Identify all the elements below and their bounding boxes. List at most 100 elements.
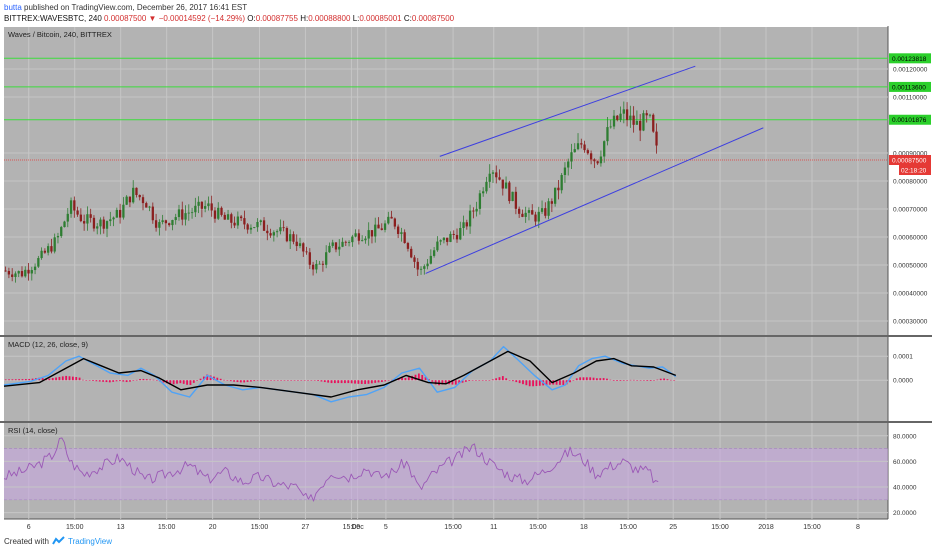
macd-histogram-bar <box>381 380 383 382</box>
candle-body <box>40 250 43 259</box>
macd-histogram-bar <box>239 380 242 383</box>
macd-histogram-bar <box>374 380 377 383</box>
candle-body <box>66 213 69 222</box>
candle-body <box>370 230 374 237</box>
macd-histogram-bar <box>428 379 430 381</box>
level-price-label: 0.00123818 <box>892 56 927 63</box>
candle-body <box>262 220 266 231</box>
candle-body <box>190 212 194 214</box>
macd-histogram-bar <box>18 379 21 381</box>
pane-left-margin <box>0 423 4 519</box>
price-axis-background <box>888 26 932 533</box>
candle-body <box>341 241 344 247</box>
time-tick-label: 15:00 <box>251 524 269 531</box>
candle-body <box>181 209 184 220</box>
candle-body <box>508 182 511 202</box>
macd-histogram-bar <box>344 380 346 384</box>
macd-histogram-bar <box>41 378 44 381</box>
macd-histogram-bar <box>518 380 521 384</box>
macd-histogram-bar <box>263 380 266 381</box>
macd-histogram-bar <box>162 380 165 383</box>
macd-histogram-bar <box>649 380 652 381</box>
candle-body <box>200 201 204 209</box>
macd-histogram-bar <box>364 380 367 385</box>
candle-body <box>145 203 148 208</box>
candle-body <box>446 237 449 242</box>
time-tick-label: 8 <box>856 524 860 531</box>
time-axis-background <box>0 519 932 533</box>
candle-body <box>580 143 583 145</box>
macd-histogram-bar <box>51 378 54 381</box>
candle-body <box>92 217 96 229</box>
candle-body <box>612 115 616 127</box>
candle-body <box>308 252 311 265</box>
candle-body <box>642 113 645 131</box>
author-name[interactable]: butta <box>4 3 22 12</box>
macd-histogram-bar <box>572 380 575 381</box>
macd-histogram-bar <box>585 377 588 381</box>
macd-signal-line <box>3 350 677 398</box>
macd-histogram-bar <box>75 377 78 381</box>
candle-body <box>135 187 138 196</box>
candle-body <box>557 187 560 191</box>
candle-body <box>292 234 295 242</box>
candle-body <box>305 251 308 253</box>
macd-histogram-bar <box>639 380 642 381</box>
candle-body <box>570 152 573 162</box>
candle-body <box>30 270 33 274</box>
candle-body <box>468 210 472 227</box>
candle-body <box>122 204 125 218</box>
candle-body <box>128 196 132 203</box>
candle-body <box>20 271 24 277</box>
candle-body <box>275 231 279 233</box>
candle-body <box>576 143 580 150</box>
macd-histogram-bar <box>491 379 494 381</box>
last-price-tag <box>889 155 931 165</box>
macd-histogram-bar <box>595 378 598 381</box>
low-value: 0.00085001 <box>359 14 402 23</box>
macd-histogram-bar <box>350 380 353 384</box>
macd-histogram-bar <box>300 380 303 381</box>
candle-body <box>47 246 50 253</box>
macd-histogram-bar <box>216 377 219 381</box>
price-tick-label: 0.00050000 <box>893 263 928 270</box>
tradingview-brand[interactable]: TradingView <box>68 537 113 546</box>
candle-body <box>603 141 606 157</box>
macd-histogram-bar <box>512 380 514 382</box>
macd-histogram-bar <box>78 377 81 381</box>
candle-body <box>400 232 403 234</box>
macd-tick-label: 0.0000 <box>893 378 913 385</box>
macd-histogram-bar <box>538 380 541 386</box>
candle-body <box>148 206 151 208</box>
pane-2-background <box>4 337 888 421</box>
macd-histogram-bar <box>4 379 7 381</box>
macd-histogram-bar <box>636 380 639 381</box>
macd-histogram-bar <box>663 378 665 381</box>
macd-histogram-bar <box>297 380 299 381</box>
candle-body <box>56 236 60 238</box>
macd-histogram-bar <box>68 376 71 381</box>
price-tick-label: 0.00070000 <box>893 207 928 214</box>
macd-histogram-bar <box>132 380 135 381</box>
candle-body <box>11 274 14 277</box>
candle-body <box>253 227 256 228</box>
macd-histogram-bar <box>85 380 88 381</box>
candle-body <box>53 237 56 252</box>
close-value: 0.00087500 <box>411 14 455 23</box>
macd-histogram-bar <box>357 380 360 384</box>
candle-body <box>393 218 397 227</box>
macd-histogram-bar <box>475 380 477 381</box>
macd-histogram-bar <box>488 380 491 381</box>
macd-histogram-bar <box>219 378 222 381</box>
macd-histogram-bar <box>508 380 511 381</box>
candle-body <box>321 263 325 265</box>
time-tick-label: 15:00 <box>343 524 361 531</box>
time-tick-label: 5 <box>384 524 388 531</box>
candle-body <box>511 191 514 202</box>
macd-histogram-bar <box>11 379 14 381</box>
candle-body <box>220 207 223 215</box>
macd-histogram-bar <box>293 380 296 381</box>
macd-histogram-bar <box>673 380 676 381</box>
candle-body <box>197 201 200 206</box>
